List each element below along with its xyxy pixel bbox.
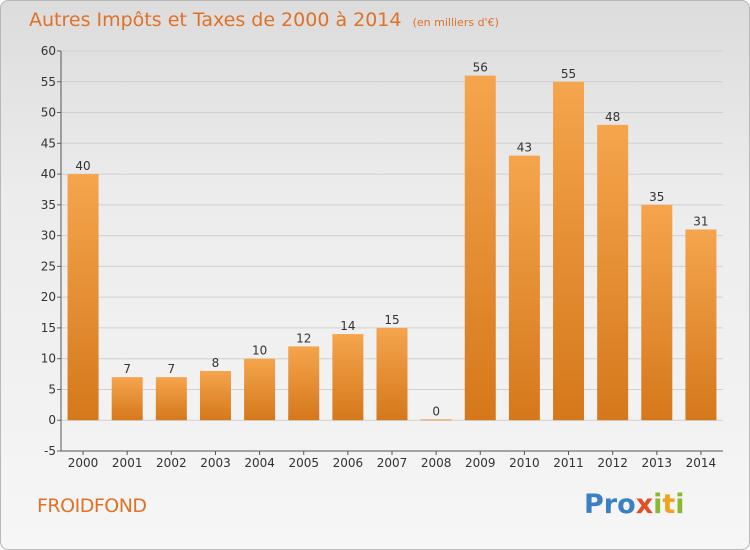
data-label: 14 bbox=[340, 319, 355, 333]
bar bbox=[288, 346, 320, 421]
logo-letter: t bbox=[662, 489, 676, 520]
y-tick-label: 30 bbox=[41, 229, 56, 243]
x-tick-label: 2006 bbox=[333, 456, 364, 470]
bar bbox=[111, 377, 143, 421]
title-row: Autres Impôts et Taxes de 2000 à 2014 (e… bbox=[29, 9, 499, 31]
x-tick-label: 2005 bbox=[288, 456, 319, 470]
y-tick-label: -5 bbox=[44, 444, 56, 458]
x-tick-label: 2002 bbox=[156, 456, 187, 470]
x-tick-label: 2001 bbox=[112, 456, 143, 470]
x-tick-label: 2012 bbox=[597, 456, 628, 470]
bar bbox=[553, 81, 585, 421]
x-tick-label: 2007 bbox=[377, 456, 408, 470]
logo-letter: x bbox=[635, 489, 654, 520]
y-tick-label: 45 bbox=[41, 136, 56, 150]
x-tick-label: 2010 bbox=[509, 456, 540, 470]
data-label: 55 bbox=[561, 67, 576, 81]
y-tick-label: 25 bbox=[41, 259, 56, 273]
data-label: 7 bbox=[168, 362, 176, 376]
x-tick-label: 2009 bbox=[465, 456, 496, 470]
y-tick-label: 10 bbox=[41, 352, 56, 366]
logo-letter: i bbox=[653, 489, 663, 520]
bar bbox=[67, 174, 99, 421]
y-tick-label: 60 bbox=[41, 44, 56, 58]
proxiti-logo: Proxiti bbox=[584, 489, 685, 520]
chart-title: Autres Impôts et Taxes de 2000 à 2014 bbox=[29, 9, 402, 31]
bar bbox=[420, 419, 452, 421]
x-tick-label: 2013 bbox=[642, 456, 673, 470]
logo-letter: P bbox=[584, 489, 604, 520]
y-tick-label: 35 bbox=[41, 198, 56, 212]
data-label: 43 bbox=[517, 141, 532, 155]
logo-letter: i bbox=[675, 489, 685, 520]
town-name: FROIDFOND bbox=[37, 495, 147, 517]
bar bbox=[376, 327, 408, 421]
data-label: 7 bbox=[123, 362, 131, 376]
bar bbox=[641, 204, 673, 421]
x-tick-label: 2003 bbox=[200, 456, 231, 470]
bar bbox=[244, 358, 276, 421]
bar bbox=[464, 75, 496, 421]
x-tick-label: 2000 bbox=[68, 456, 99, 470]
data-label: 35 bbox=[649, 190, 664, 204]
y-tick-label: 0 bbox=[48, 413, 56, 427]
bar bbox=[508, 155, 540, 421]
y-tick-label: 55 bbox=[41, 75, 56, 89]
logo-letter: r bbox=[603, 489, 618, 520]
logo-letter: o bbox=[617, 489, 636, 520]
data-label: 0 bbox=[432, 404, 440, 418]
data-label: 15 bbox=[384, 313, 399, 327]
bar bbox=[685, 229, 717, 421]
data-label: 12 bbox=[296, 331, 311, 345]
data-label: 10 bbox=[252, 344, 267, 358]
y-tick-label: 40 bbox=[41, 167, 56, 181]
bar bbox=[155, 377, 187, 421]
chart-subtitle: (en milliers d'€) bbox=[412, 16, 499, 29]
data-label: 31 bbox=[693, 214, 708, 228]
x-tick-label: 2008 bbox=[421, 456, 452, 470]
data-label: 40 bbox=[75, 159, 90, 173]
y-tick-label: 15 bbox=[41, 321, 56, 335]
y-tick-label: 50 bbox=[41, 106, 56, 120]
y-tick-label: 20 bbox=[41, 290, 56, 304]
bar bbox=[199, 371, 231, 421]
bar bbox=[332, 334, 364, 421]
x-tick-label: 2014 bbox=[686, 456, 717, 470]
data-label: 56 bbox=[473, 61, 488, 75]
data-label: 8 bbox=[212, 356, 220, 370]
x-tick-label: 2011 bbox=[553, 456, 584, 470]
data-label: 48 bbox=[605, 110, 620, 124]
x-tick-label: 2004 bbox=[244, 456, 275, 470]
y-tick-label: 5 bbox=[48, 382, 56, 396]
bar bbox=[597, 124, 629, 421]
